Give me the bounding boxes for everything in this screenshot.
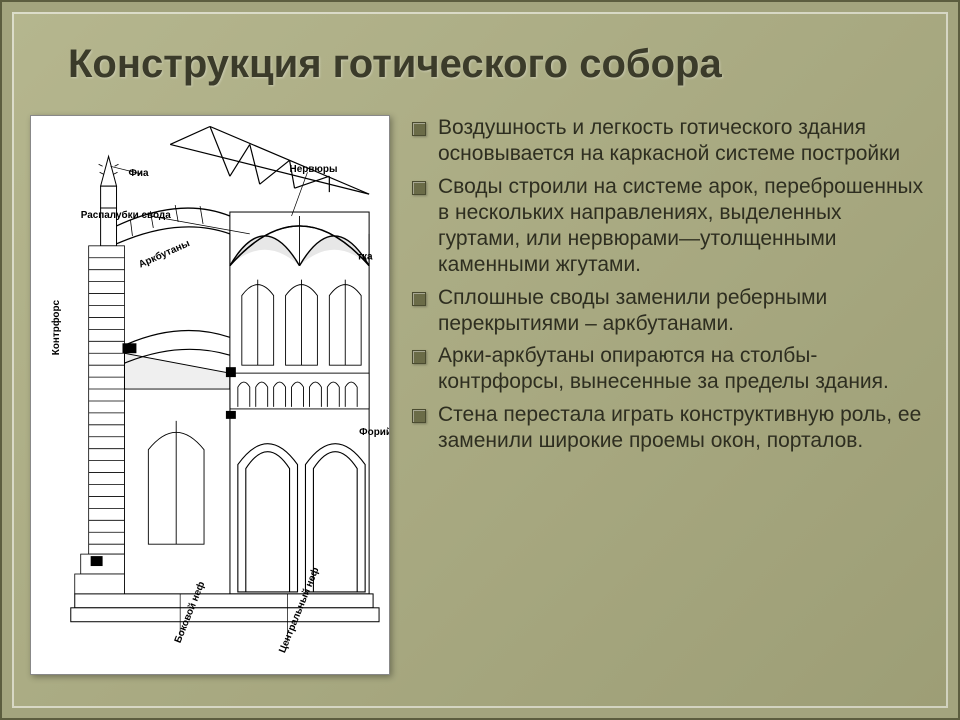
label-kontrfors: Контрфорс — [51, 299, 62, 355]
slide-inner-frame: Конструкция готического собора — [12, 12, 948, 708]
diagram-panel: Фиа Распалубки свода Нервюры тка Аркбута… — [30, 115, 390, 675]
bullet-list: Воздушность и легкость готического здани… — [408, 115, 924, 454]
label-stka: тка — [357, 252, 373, 263]
slide-outer-frame: Конструкция готического собора — [0, 0, 960, 720]
content-row: Фиа Распалубки свода Нервюры тка Аркбута… — [30, 115, 930, 675]
label-triforium-1: Форий вны — [359, 427, 389, 438]
list-item: Сплошные своды заменили реберными перекр… — [408, 285, 924, 338]
label-fia: Фиа — [128, 168, 149, 179]
list-item: Арки-аркбутаны опираются на столбы-контр… — [408, 343, 924, 396]
cathedral-diagram: Фиа Распалубки свода Нервюры тка Аркбута… — [31, 116, 389, 674]
list-item: Своды строили на системе арок, переброше… — [408, 174, 924, 279]
label-raspalubki-1: Распалубки свода — [81, 210, 172, 221]
list-item: Воздушность и легкость готического здани… — [408, 115, 924, 168]
text-panel: Воздушность и легкость готического здани… — [408, 115, 930, 675]
list-item: Стена перестала играть конструктивную ро… — [408, 402, 924, 455]
slide-title: Конструкция готического собора — [30, 32, 930, 115]
label-arkbutany: Аркбутаны — [137, 238, 192, 270]
label-nervyury: Нервюры — [290, 164, 338, 175]
